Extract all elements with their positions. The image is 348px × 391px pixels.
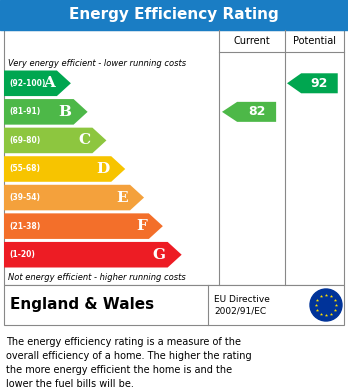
Polygon shape: [4, 127, 106, 153]
Bar: [0, 0, 348, 30]
Text: 92: 92: [311, 77, 328, 90]
Text: the more energy efficient the home is and the: the more energy efficient the home is an…: [6, 365, 232, 375]
Text: (39-54): (39-54): [9, 193, 40, 202]
Text: lower the fuel bills will be.: lower the fuel bills will be.: [6, 379, 134, 389]
Text: overall efficiency of a home. The higher the rating: overall efficiency of a home. The higher…: [6, 351, 252, 361]
Polygon shape: [4, 242, 182, 267]
Text: Not energy efficient - higher running costs: Not energy efficient - higher running co…: [8, 273, 186, 282]
Text: G: G: [153, 248, 166, 262]
Text: Very energy efficient - lower running costs: Very energy efficient - lower running co…: [8, 59, 186, 68]
Text: The energy efficiency rating is a measure of the: The energy efficiency rating is a measur…: [6, 337, 241, 347]
Text: EU Directive
2002/91/EC: EU Directive 2002/91/EC: [214, 294, 270, 316]
Text: (21-38): (21-38): [9, 222, 40, 231]
Text: Current: Current: [234, 36, 270, 46]
Polygon shape: [287, 73, 338, 93]
Polygon shape: [4, 156, 125, 182]
Circle shape: [310, 289, 342, 321]
Polygon shape: [4, 70, 71, 96]
Text: C: C: [78, 133, 90, 147]
Text: Potential: Potential: [293, 36, 336, 46]
Text: F: F: [136, 219, 147, 233]
Bar: [4, 285, 344, 325]
Polygon shape: [4, 185, 144, 210]
Text: (69-80): (69-80): [9, 136, 40, 145]
Text: B: B: [58, 105, 72, 119]
Text: England & Wales: England & Wales: [10, 298, 154, 312]
Bar: [4, 30, 344, 285]
Text: Energy Efficiency Rating: Energy Efficiency Rating: [69, 7, 279, 23]
Text: D: D: [96, 162, 109, 176]
Text: 82: 82: [248, 105, 265, 118]
Text: (81-91): (81-91): [9, 108, 40, 117]
Polygon shape: [4, 99, 88, 125]
Text: (55-68): (55-68): [9, 165, 40, 174]
Polygon shape: [4, 213, 163, 239]
Text: (92-100): (92-100): [9, 79, 45, 88]
Text: (1-20): (1-20): [9, 250, 35, 259]
Text: A: A: [43, 76, 55, 90]
Text: E: E: [116, 190, 128, 204]
Polygon shape: [222, 102, 276, 122]
